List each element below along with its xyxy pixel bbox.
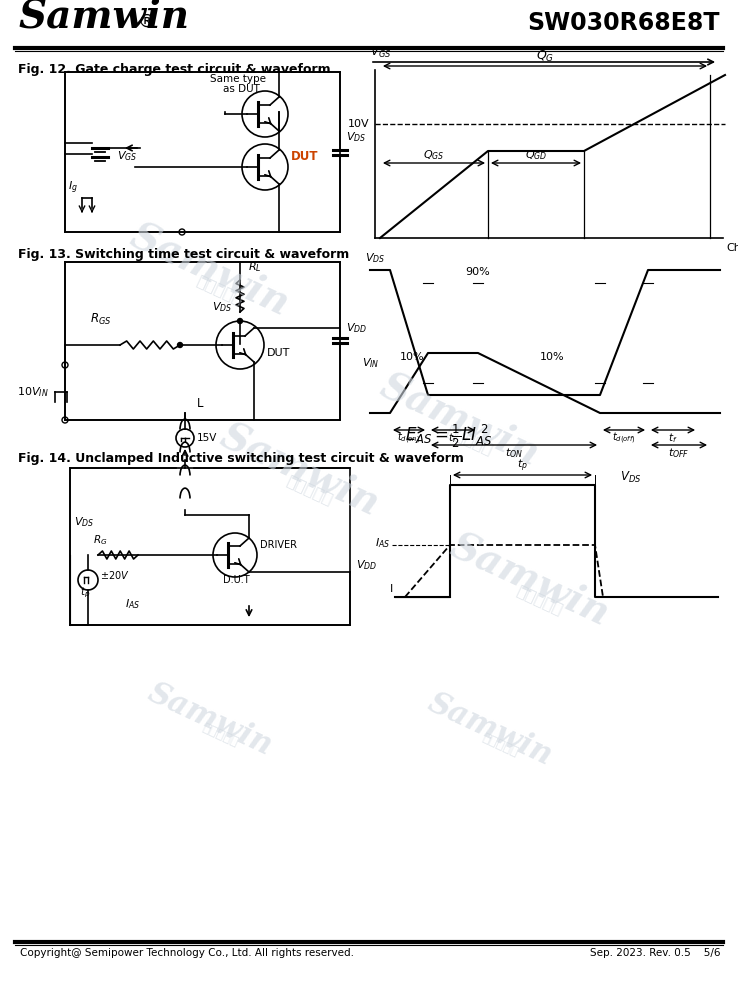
Text: $V_{GS}$: $V_{GS}$	[117, 149, 137, 163]
Text: 半导体保护: 半导体保护	[284, 472, 336, 507]
Text: Samwin: Samwin	[125, 217, 295, 323]
Text: I: I	[390, 584, 393, 594]
Text: Fig. 13. Switching time test circuit & waveform: Fig. 13. Switching time test circuit & w…	[18, 248, 349, 261]
Text: ®: ®	[138, 13, 156, 31]
Text: Same type: Same type	[210, 74, 266, 84]
Text: $I_g$: $I_g$	[68, 179, 78, 196]
Text: Sep. 2023. Rev. 0.5    5/6: Sep. 2023. Rev. 0.5 5/6	[590, 948, 720, 958]
Text: Fig. 14. Unclamped Inductive switching test circuit & waveform: Fig. 14. Unclamped Inductive switching t…	[18, 452, 464, 465]
Text: 半导体保护: 半导体保护	[444, 422, 495, 457]
Text: 10V: 10V	[348, 119, 369, 129]
Text: $R_G$: $R_G$	[93, 533, 107, 547]
Text: $V_{DS}$: $V_{DS}$	[620, 470, 641, 485]
Text: Samwin: Samwin	[18, 0, 189, 35]
Bar	[65, 72, 340, 232]
Text: 半导体保护: 半导体保护	[514, 582, 565, 617]
Text: Samwin: Samwin	[374, 367, 545, 473]
Text: $t_{ON}$: $t_{ON}$	[505, 446, 523, 460]
Text: 半导体保护: 半导体保护	[200, 721, 241, 749]
Text: 10%: 10%	[540, 352, 565, 362]
Bar	[65, 262, 340, 420]
Text: $I_{AS}$: $I_{AS}$	[375, 536, 390, 550]
Text: $t_p$: $t_p$	[80, 585, 90, 600]
Text: 半导体保护: 半导体保护	[480, 731, 520, 759]
Text: $V_{DS}$: $V_{DS}$	[365, 251, 385, 265]
Text: $t_p$: $t_p$	[517, 458, 528, 474]
Text: Copyright@ Semipower Technology Co., Ltd. All rights reserved.: Copyright@ Semipower Technology Co., Ltd…	[20, 948, 354, 958]
Text: 90%: 90%	[465, 267, 490, 277]
Text: DUT: DUT	[267, 348, 290, 358]
Text: Samwin: Samwin	[215, 417, 385, 523]
Text: DRIVER: DRIVER	[260, 540, 297, 550]
Text: $t_r$: $t_r$	[448, 431, 458, 445]
Text: $R_L$: $R_L$	[248, 260, 261, 274]
Text: Charge(nC): Charge(nC)	[726, 243, 738, 253]
Text: $V_{DS}$: $V_{DS}$	[346, 130, 366, 144]
Text: 半导体保护: 半导体保护	[194, 272, 246, 307]
Text: $V_{DD}$: $V_{DD}$	[356, 558, 377, 572]
Text: D.U.T: D.U.T	[223, 575, 249, 585]
Text: $10V_{IN}$: $10V_{IN}$	[17, 385, 49, 399]
Text: $E_{AS}=\frac{1}{2}LI_{AS}^{\ 2}$: $E_{AS}=\frac{1}{2}LI_{AS}^{\ 2}$	[405, 423, 492, 450]
Text: $t_{d(on)}$: $t_{d(on)}$	[397, 431, 421, 446]
Text: $V_{DS}$: $V_{DS}$	[212, 300, 232, 314]
Text: $V_{DD}$: $V_{DD}$	[346, 321, 368, 335]
Text: $t_{d(off)}$: $t_{d(off)}$	[612, 431, 636, 446]
Text: $Q_{GS}$: $Q_{GS}$	[424, 148, 445, 162]
Text: $V_{GS}$: $V_{GS}$	[370, 45, 391, 60]
Text: Fig. 12. Gate charge test circuit & waveform: Fig. 12. Gate charge test circuit & wave…	[18, 63, 331, 76]
Circle shape	[178, 342, 182, 348]
Text: Samwin: Samwin	[444, 527, 615, 633]
Text: $V_{IN}$: $V_{IN}$	[362, 356, 379, 370]
Circle shape	[238, 318, 243, 324]
Text: $\pm 20V$: $\pm 20V$	[100, 569, 130, 581]
Text: $I_{AS}$: $I_{AS}$	[125, 597, 140, 611]
Text: 10%: 10%	[400, 352, 424, 362]
Text: $Q_{GD}$: $Q_{GD}$	[525, 148, 547, 162]
Text: $t_{OFF}$: $t_{OFF}$	[668, 446, 690, 460]
Text: $R_{GS}$: $R_{GS}$	[90, 312, 111, 327]
Text: $t_f$: $t_f$	[668, 431, 677, 445]
Text: SW030R68E8T: SW030R68E8T	[528, 11, 720, 35]
Text: 15V: 15V	[197, 433, 218, 443]
Text: DUT: DUT	[291, 150, 319, 163]
Text: as DUT: as DUT	[223, 84, 260, 94]
Text: $Q_G$: $Q_G$	[536, 49, 554, 64]
Text: Samwin: Samwin	[423, 688, 557, 772]
Text: Samwin: Samwin	[142, 678, 277, 762]
Text: $V_{DS}$: $V_{DS}$	[74, 515, 94, 529]
Text: L: L	[197, 397, 204, 410]
Bar	[70, 468, 350, 625]
